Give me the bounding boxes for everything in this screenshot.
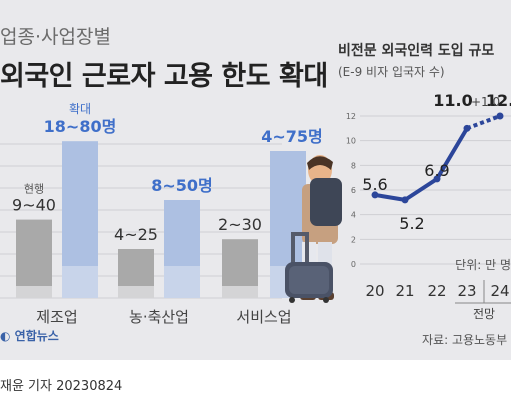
increase-label: +1.0 — [471, 95, 500, 109]
bar-category-label: 서비스업 — [236, 308, 291, 326]
bar-category-label: 농·축산업 — [129, 308, 189, 326]
y-tick-label: 4 — [351, 211, 356, 220]
source-note: 자료: 고용노동부 — [422, 333, 508, 347]
logo-text: 연합뉴스 — [14, 329, 59, 343]
y-tick-label: 10 — [346, 137, 356, 146]
y-tick-label: 12 — [346, 112, 356, 121]
bar-expanded-label: 18~80명 — [44, 117, 117, 136]
x-tick-label: 24 — [490, 282, 509, 300]
bar-category-label: 제조업 — [36, 308, 77, 326]
forecast-note: 전망 — [473, 307, 495, 321]
data-label: 11.0 — [433, 91, 472, 110]
data-label: 12. — [486, 91, 511, 110]
forecast-line — [466, 114, 501, 131]
current-annotation: 현행 — [24, 183, 44, 196]
y-tick-label: 8 — [351, 161, 356, 170]
y-tick-label: 0 — [351, 260, 356, 269]
page-title: 외국인 근로자 고용 한도 확대 — [0, 61, 328, 92]
series-point — [433, 175, 441, 183]
bar-current-label: 4~25 — [114, 225, 158, 244]
bar-expanded-label: 8~50명 — [151, 176, 213, 195]
data-label: 5.6 — [362, 175, 387, 194]
line-chart-subtitle: (E-9 비자 입국자 수) — [338, 65, 445, 79]
expanded-annotation: 확대 — [69, 102, 91, 116]
credit-line: 재윤 기자 20230824 — [0, 379, 123, 394]
series-point — [496, 112, 504, 120]
unit-label: 단위: 만 명 — [455, 258, 511, 272]
y-tick-label: 2 — [351, 235, 356, 244]
x-tick-label: 23 — [457, 282, 476, 300]
subtitle: 업종·사업장별 — [0, 26, 111, 48]
line-chart-title: 비전문 외국인력 도입 규모 — [338, 43, 495, 59]
bar-current-min — [222, 286, 258, 298]
series-point — [463, 124, 471, 132]
line-chart: 5.6 5.2 6.9 11.0 12.+1.0 단위: 만 명 20 21 22 23 24 전망 — [362, 91, 511, 321]
x-tick-label: 22 — [427, 282, 446, 300]
data-label: 5.2 — [399, 214, 424, 233]
y-tick-label: 6 — [351, 186, 356, 195]
x-tick-label: 21 — [395, 282, 414, 300]
bar-expanded-min — [62, 266, 98, 298]
bar-current-label: 9~40 — [12, 196, 56, 215]
x-tick-label: 20 — [365, 282, 384, 300]
bar-expanded-label: 4~75명 — [261, 127, 323, 146]
news-logo: ◐ 연합뉴스 — [0, 329, 59, 343]
bar-current-label: 2~30 — [218, 215, 262, 234]
series-line — [374, 127, 469, 202]
bar-current-min — [16, 286, 52, 298]
bar-expanded-min — [164, 266, 200, 298]
series-point — [371, 191, 379, 199]
line-gridlines: 0 2 4 6 8 10 12 — [346, 112, 511, 269]
series-point — [401, 196, 409, 204]
bar-current-min — [118, 286, 154, 298]
traveler-illustration — [285, 155, 342, 303]
data-label: 6.9 — [424, 161, 449, 180]
bar-current — [16, 219, 52, 298]
